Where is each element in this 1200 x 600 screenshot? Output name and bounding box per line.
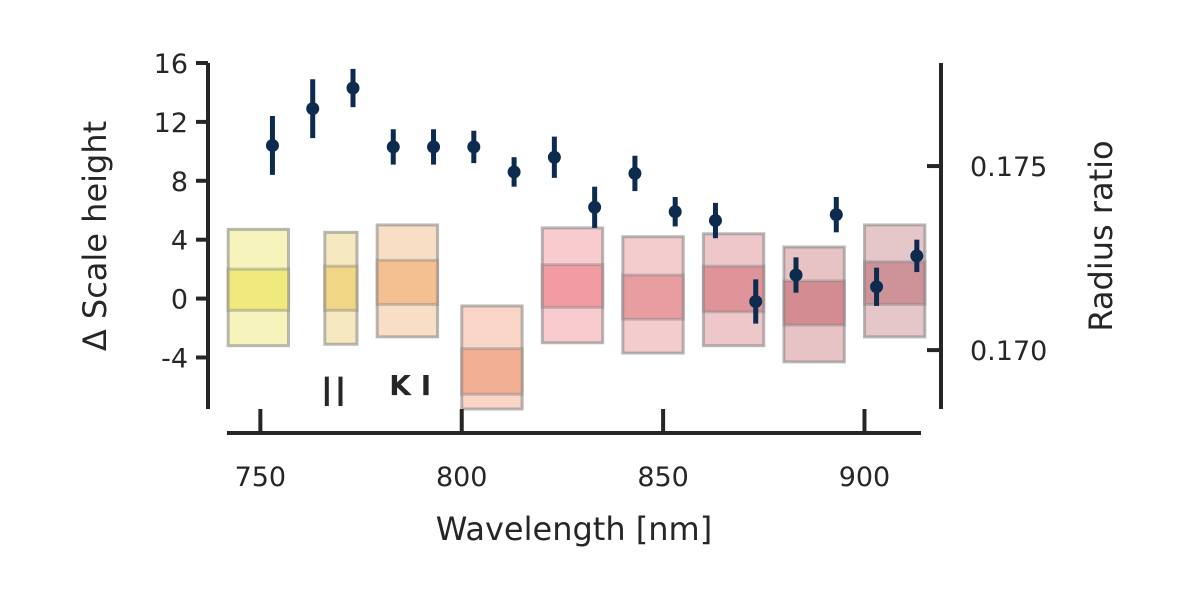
y-tick-label--4: -4: [161, 343, 188, 374]
x-tick-label-900: 900: [839, 462, 891, 493]
bands-layer: [226, 223, 927, 411]
band-inner-3: [460, 347, 524, 396]
band-inner-7: [782, 279, 846, 327]
data-point-11: [708, 214, 722, 228]
y-tick-label-12: 12: [154, 108, 188, 139]
y-tick-label-4: 4: [171, 226, 188, 257]
y-tick-label-0: 0: [171, 285, 188, 316]
data-point-5: [467, 140, 481, 154]
x-axis-title: Wavelength [nm]: [436, 510, 712, 548]
y2-tick-label-1: 0.170: [970, 336, 1047, 367]
band-inner-2: [375, 258, 440, 306]
x-tick-label-800: 800: [436, 462, 488, 493]
data-point-1: [306, 102, 320, 116]
data-point-9: [628, 166, 642, 180]
data-point-4: [427, 140, 441, 154]
data-point-6: [507, 165, 521, 179]
y-axis-title: Δ Scale height: [76, 121, 114, 351]
ticks-layer: 16 12 8 4 0 -4 0.175 0.170 750 800 850 900: [154, 49, 1048, 493]
band-inner-5: [621, 273, 685, 321]
data-point-3: [386, 140, 400, 154]
data-point-7: [547, 150, 561, 164]
annotation-k-i: K I: [389, 369, 431, 402]
data-point-15: [870, 280, 884, 294]
data-point-12: [749, 295, 763, 309]
data-point-14: [829, 208, 843, 222]
points-layer: [265, 68, 924, 324]
band-inner-0: [226, 267, 291, 312]
data-point-2: [346, 81, 360, 95]
data-point-16: [910, 249, 924, 263]
y2-axis-title: Radius ratio: [1082, 140, 1120, 331]
markers-layer: [324, 376, 343, 407]
x-tick-label-850: 850: [637, 462, 689, 493]
y2-tick-label-0: 0.175: [970, 152, 1047, 183]
band-inner-1: [323, 264, 359, 312]
data-point-0: [265, 138, 279, 152]
band-inner-4: [540, 263, 605, 309]
data-point-10: [668, 205, 682, 219]
y-tick-label-8: 8: [171, 167, 188, 198]
x-tick-label-750: 750: [235, 462, 287, 493]
data-point-8: [588, 200, 602, 214]
y-tick-label-16: 16: [154, 49, 188, 80]
data-point-13: [789, 268, 803, 282]
